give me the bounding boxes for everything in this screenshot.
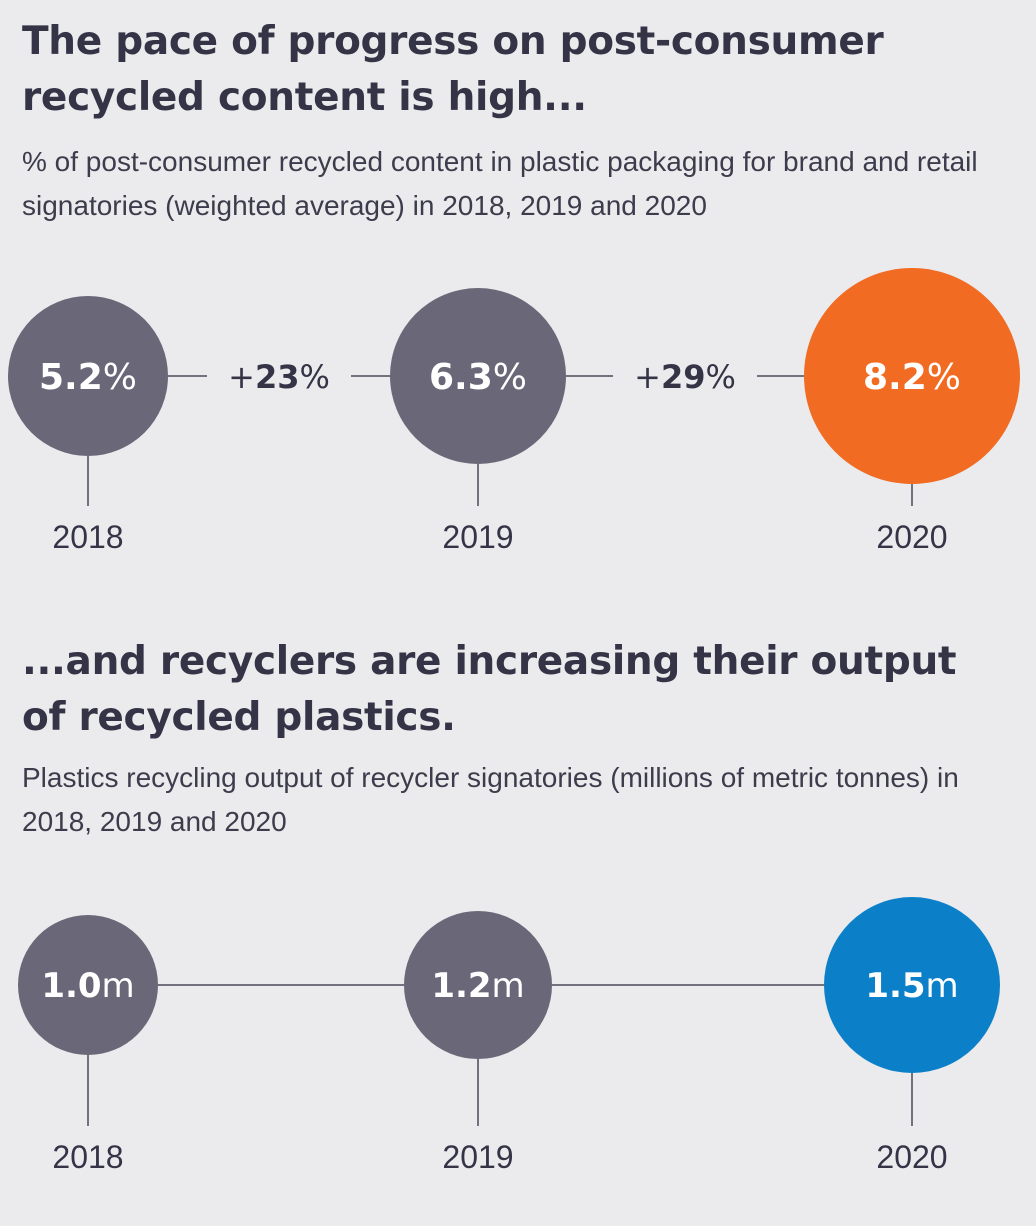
value-label-2020: 8.2% bbox=[863, 357, 961, 398]
change-label: +23% bbox=[228, 358, 330, 396]
chart2-subtitle: Plastics recycling output of recycler si… bbox=[22, 762, 959, 837]
value-bubble-2018 bbox=[8, 296, 168, 456]
value-label-2019: 6.3% bbox=[429, 357, 527, 398]
year-label-2020: 2020 bbox=[876, 519, 947, 555]
chart1-subtitle: % of post-consumer recycled content in p… bbox=[22, 146, 978, 221]
value-label-2019: 1.2m bbox=[431, 966, 524, 1006]
value-label-2020: 1.5m bbox=[865, 966, 958, 1006]
change-label: +29% bbox=[634, 358, 736, 396]
year-label-2018: 2018 bbox=[52, 519, 123, 555]
year-label-2020: 2020 bbox=[876, 1139, 947, 1175]
chart1-plot: +23% +29% 5.2% 2018 6.3% 2019 8.2% 2020 bbox=[8, 268, 1020, 555]
value-bubble-2019 bbox=[404, 911, 552, 1059]
year-label-2019: 2019 bbox=[442, 1139, 513, 1175]
value-bubble-2018 bbox=[18, 915, 158, 1055]
chart1-title: The pace of progress on post-consumer re… bbox=[22, 19, 884, 120]
value-label-2018: 1.0m bbox=[41, 966, 134, 1006]
value-label-2018: 5.2% bbox=[39, 357, 137, 398]
value-bubble-2020 bbox=[824, 897, 1000, 1073]
year-label-2019: 2019 bbox=[442, 519, 513, 555]
chart2-title: ...and recyclers are increasing their ou… bbox=[22, 639, 957, 740]
year-label-2018: 2018 bbox=[52, 1139, 123, 1175]
value-bubble-2020 bbox=[804, 268, 1020, 484]
value-bubble-2019 bbox=[390, 288, 566, 464]
